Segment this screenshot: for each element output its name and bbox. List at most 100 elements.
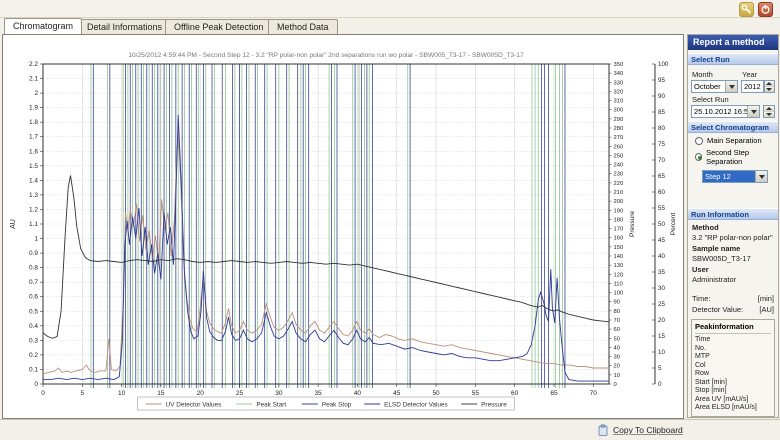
radio-label: Second Step Separation [706, 148, 750, 166]
user-label: User [692, 265, 709, 274]
svg-text:90: 90 [658, 93, 665, 100]
svg-text:50: 50 [658, 221, 665, 228]
svg-text:180: 180 [614, 217, 624, 223]
peak-info-item: Start [min] [695, 378, 727, 386]
method-value: 3.2 "RP polar-non polar" 2nd separation [692, 233, 775, 242]
chevron-down-icon[interactable] [747, 106, 759, 117]
radio-main-separation[interactable]: Main Separation [695, 136, 775, 145]
select-run-label: Select Run [692, 95, 729, 104]
year-spin-buttons[interactable] [763, 80, 775, 93]
peak-info-item: Area UV [mAU/s] [695, 395, 749, 403]
year-label: Year [742, 70, 758, 79]
svg-text:110: 110 [614, 281, 623, 287]
spin-up-icon[interactable] [764, 106, 774, 112]
svg-text:0: 0 [41, 390, 45, 397]
report-panel: Report a method Select Run Month October… [687, 34, 779, 418]
svg-text:240: 240 [614, 163, 624, 169]
svg-text:1.9: 1.9 [29, 105, 38, 112]
month-value: October [694, 82, 721, 91]
run-spin-buttons[interactable] [763, 105, 775, 118]
peak-info-item: Stop [min] [695, 387, 727, 394]
chromatogram-panel: 0 0.1 0.2 0.3 0.4 0.5 0.6 0.7 0.8 0.9 1 1.1 1.2 1.3 1.… [2, 34, 684, 419]
spin-up-icon[interactable] [764, 81, 774, 87]
svg-text:0.6: 0.6 [29, 294, 38, 301]
spin-down-icon[interactable] [764, 86, 774, 92]
svg-text:70: 70 [614, 318, 620, 324]
svg-text:120: 120 [614, 272, 624, 278]
year-spinner[interactable]: 2012 [741, 80, 775, 93]
svg-text:5: 5 [80, 390, 84, 397]
svg-text:30: 30 [614, 355, 620, 361]
svg-text:80: 80 [658, 125, 665, 132]
key-button[interactable] [739, 2, 754, 17]
svg-text:220: 220 [614, 181, 624, 187]
svg-text:Pressure: Pressure [481, 401, 507, 408]
run-dropdown[interactable]: 25.10.2012 16:59 [691, 105, 760, 118]
svg-text:85: 85 [658, 109, 665, 116]
svg-text:1.7: 1.7 [29, 134, 38, 141]
svg-text:50: 50 [432, 390, 440, 397]
svg-text:260: 260 [614, 144, 624, 150]
svg-text:60: 60 [614, 327, 620, 333]
svg-text:340: 340 [614, 71, 624, 77]
select-chromatogram-header: Select Chromatogram [688, 121, 778, 133]
clipboard-icon [598, 424, 608, 436]
copy-to-clipboard-label: Copy To Clipboard [613, 425, 683, 435]
svg-text:200: 200 [614, 199, 624, 205]
month-dropdown[interactable]: October [691, 80, 738, 93]
svg-text:0.7: 0.7 [29, 279, 38, 286]
radio-label: Main Separation [707, 136, 762, 145]
radio-icon[interactable] [695, 136, 703, 145]
radio-second-step-separation[interactable]: Second Step Separation [695, 148, 775, 166]
svg-text:40: 40 [354, 390, 362, 397]
svg-text:90: 90 [614, 300, 620, 306]
svg-text:ELSD Detector Values: ELSD Detector Values [384, 401, 447, 408]
svg-text:15: 15 [658, 333, 665, 340]
svg-text:150: 150 [614, 245, 624, 251]
svg-text:130: 130 [614, 263, 624, 269]
svg-text:0.8: 0.8 [29, 265, 38, 272]
svg-text:25: 25 [236, 390, 244, 397]
svg-text:0: 0 [614, 382, 617, 388]
svg-text:10: 10 [614, 373, 620, 379]
tab-chromatogram[interactable]: Chromatogram [4, 18, 83, 34]
step-dropdown[interactable]: Step 12 [702, 170, 768, 183]
logout-button[interactable] [758, 2, 773, 17]
panel-title: Report a method [688, 35, 778, 50]
radio-icon[interactable] [695, 153, 703, 161]
svg-text:20: 20 [614, 364, 620, 370]
svg-text:55: 55 [472, 390, 480, 397]
spin-down-icon[interactable] [764, 111, 774, 117]
svg-text:160: 160 [614, 236, 624, 242]
svg-text:140: 140 [614, 254, 624, 260]
svg-text:35: 35 [315, 390, 323, 397]
svg-text:0.3: 0.3 [29, 337, 38, 344]
peak-info-item: Area ELSD [mAU/s] [695, 404, 757, 411]
svg-text:20: 20 [658, 317, 665, 324]
svg-text:1: 1 [34, 236, 38, 243]
tab-bar: Chromatogram Detail Informations Offline… [0, 18, 780, 34]
svg-text:190: 190 [614, 208, 624, 214]
svg-text:100: 100 [614, 291, 624, 297]
status-bar: Copy To Clipboard [0, 419, 780, 440]
month-label: Month [692, 70, 713, 79]
svg-text:1.3: 1.3 [29, 192, 38, 199]
svg-text:2.1: 2.1 [29, 76, 38, 83]
chevron-down-icon[interactable] [725, 81, 737, 92]
svg-text:15: 15 [157, 390, 165, 397]
run-information-header: Run Information [688, 208, 778, 220]
sample-name-value: SBW005D_T3-17 [692, 254, 751, 263]
svg-text:40: 40 [658, 253, 665, 260]
copy-to-clipboard-button[interactable]: Copy To Clipboard [598, 424, 683, 436]
tab-method-data[interactable]: Method Data [268, 19, 338, 34]
detector-value-label: Detector Value: [692, 305, 744, 314]
svg-text:Peak Start: Peak Start [256, 401, 286, 408]
time-label: Time: [692, 294, 711, 303]
svg-text:1.6: 1.6 [29, 148, 38, 155]
tab-detail-informations[interactable]: Detail Informations [78, 19, 172, 34]
chromatogram-plot[interactable]: 0 0.1 0.2 0.3 0.4 0.5 0.6 0.7 0.8 0.9 1 1.1 1.2 1.3 1.… [3, 35, 683, 418]
tab-offline-peak-detection[interactable]: Offline Peak Detection [165, 19, 273, 34]
chevron-down-icon[interactable] [755, 171, 767, 182]
svg-text:Pressure: Pressure [629, 211, 636, 237]
svg-text:70: 70 [590, 390, 598, 397]
